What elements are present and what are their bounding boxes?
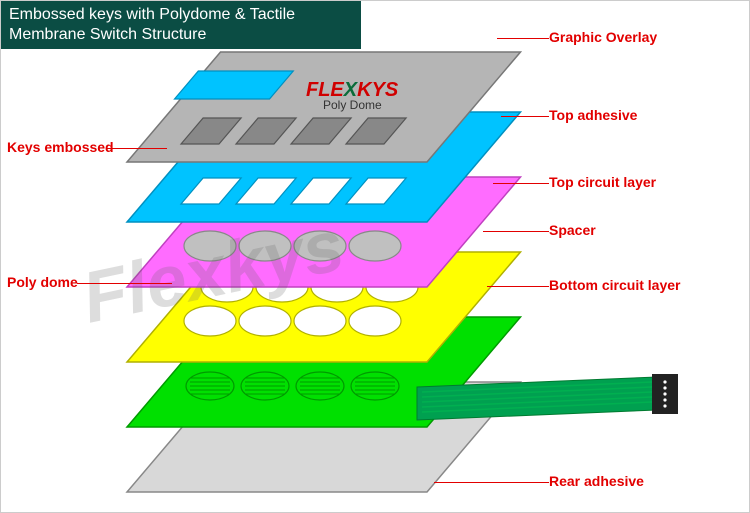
leader-graphic-overlay [497,38,549,39]
label-graphic-overlay: Graphic Overlay [549,29,657,45]
leader-top-circuit-layer [493,183,549,184]
label-top-circuit-layer: Top circuit layer [549,174,656,190]
leader-bottom-circuit-layer [487,286,549,287]
label-keys-embossed: Keys embossed [7,139,114,155]
leader-top-adhesive [501,116,549,117]
leader-rear-adhesive [434,482,549,483]
leader-spacer [483,231,549,232]
label-rear-adhesive: Rear adhesive [549,473,644,489]
label-spacer: Spacer [549,222,596,238]
leader-keys-embossed [107,148,167,149]
label-bottom-circuit-layer: Bottom circuit layer [549,277,680,293]
label-poly-dome: Poly dome [7,274,78,290]
label-top-adhesive: Top adhesive [549,107,637,123]
logo-subtitle: Poly Dome [323,98,382,112]
leader-poly-dome [77,283,172,284]
